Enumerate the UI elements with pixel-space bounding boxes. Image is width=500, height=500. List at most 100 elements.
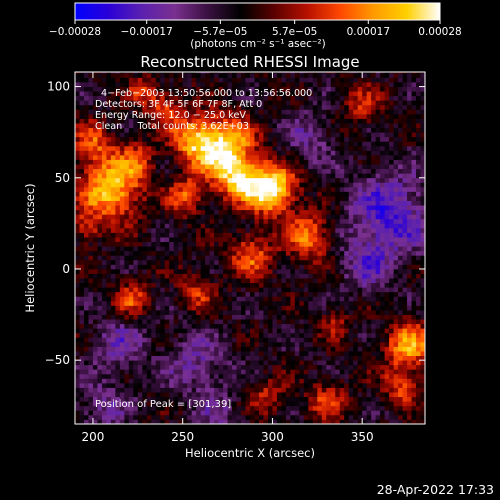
- heatmap-cell: [205, 136, 211, 142]
- heatmap-cell: [146, 346, 152, 352]
- heatmap-cell: [182, 255, 188, 261]
- heatmap-cell: [124, 246, 130, 252]
- heatmap-cell: [276, 241, 282, 247]
- heatmap-cell: [142, 237, 148, 243]
- heatmap-cell: [263, 72, 269, 74]
- heatmap-cell: [83, 113, 89, 119]
- heatmap-cell: [97, 104, 103, 110]
- heatmap-cell: [151, 95, 157, 101]
- heatmap-cell: [205, 205, 211, 211]
- heatmap-cell: [281, 296, 287, 302]
- heatmap-cell: [110, 205, 116, 211]
- heatmap-cell: [294, 237, 300, 243]
- heatmap-cell: [344, 82, 350, 87]
- heatmap-cell: [245, 332, 251, 338]
- heatmap-cell: [236, 141, 242, 147]
- heatmap-cell: [137, 355, 143, 361]
- heatmap-cell: [276, 205, 282, 211]
- heatmap-cell: [106, 378, 112, 384]
- heatmap-cell: [245, 113, 251, 119]
- heatmap-cell: [254, 287, 260, 293]
- heatmap-cell: [223, 273, 228, 279]
- heatmap-cell: [285, 410, 291, 416]
- heatmap-cell: [294, 91, 300, 97]
- heatmap-cell: [312, 410, 318, 416]
- heatmap-cell: [187, 278, 193, 284]
- heatmap-cell: [227, 196, 233, 201]
- heatmap-cell: [258, 264, 264, 270]
- heatmap-cell: [146, 77, 152, 83]
- heatmap-cell: [223, 369, 228, 375]
- heatmap-cell: [232, 132, 237, 138]
- heatmap-cell: [290, 355, 296, 361]
- heatmap-cell: [267, 164, 273, 170]
- heatmap-cell: [267, 72, 273, 74]
- heatmap-cell: [290, 382, 296, 388]
- heatmap-cell: [254, 364, 260, 370]
- heatmap-cell: [128, 268, 134, 274]
- heatmap-cell: [200, 419, 206, 424]
- heatmap-cell: [285, 419, 291, 424]
- heatmap-cell: [285, 273, 291, 279]
- heatmap-cell: [106, 82, 112, 87]
- heatmap-cell: [339, 250, 345, 256]
- heatmap-cell: [357, 328, 363, 334]
- heatmap-cell: [214, 86, 219, 92]
- heatmap-cell: [357, 337, 363, 343]
- heatmap-cell: [254, 405, 260, 411]
- heatmap-cell: [178, 337, 184, 343]
- heatmap-cell: [97, 355, 103, 361]
- heatmap-cell: [241, 209, 246, 215]
- heatmap-cell: [321, 310, 327, 315]
- heatmap-cell: [294, 341, 300, 347]
- heatmap-cell: [178, 346, 184, 352]
- heatmap-cell: [75, 141, 80, 147]
- heatmap-cell: [263, 319, 269, 325]
- heatmap-cell: [191, 218, 197, 224]
- heatmap-cell: [142, 369, 148, 375]
- heatmap-cell: [326, 164, 332, 170]
- heatmap-cell: [164, 250, 170, 256]
- heatmap-cell: [164, 405, 170, 411]
- heatmap-cell: [187, 419, 193, 424]
- heatmap-cell: [209, 392, 215, 398]
- heatmap-cell: [294, 296, 300, 302]
- heatmap-cell: [128, 196, 134, 201]
- heatmap-cell: [164, 246, 170, 252]
- heatmap-cell: [133, 414, 139, 420]
- heatmap-cell: [214, 410, 219, 416]
- heatmap-cell: [83, 77, 89, 83]
- heatmap-cell: [218, 136, 224, 142]
- heatmap-cell: [258, 218, 264, 224]
- heatmap-cell: [115, 241, 121, 247]
- heatmap-cell: [133, 264, 139, 270]
- heatmap-cell: [200, 109, 206, 115]
- heatmap-cell: [232, 196, 237, 201]
- heatmap-cell: [106, 77, 112, 83]
- heatmap-cell: [263, 113, 269, 119]
- heatmap-cell: [178, 278, 184, 284]
- heatmap-cell: [294, 132, 300, 138]
- heatmap-cell: [290, 250, 296, 256]
- heatmap-cell: [335, 150, 341, 156]
- heatmap-cell: [258, 182, 264, 188]
- heatmap-cell: [335, 77, 341, 83]
- heatmap-cell: [155, 287, 161, 293]
- heatmap-cell: [92, 209, 98, 215]
- heatmap-cell: [227, 369, 233, 375]
- heatmap-cell: [227, 314, 233, 320]
- heatmap-cell: [115, 186, 121, 192]
- heatmap-cell: [200, 346, 206, 352]
- heatmap-cell: [160, 241, 166, 247]
- heatmap-cell: [146, 328, 152, 334]
- heatmap-cell: [308, 141, 314, 147]
- heatmap-cell: [348, 109, 354, 115]
- heatmap-cell: [88, 237, 94, 243]
- heatmap-cell: [344, 154, 350, 160]
- heatmap-cell: [101, 173, 107, 179]
- heatmap-cell: [214, 136, 219, 142]
- heatmap-cell: [267, 145, 273, 151]
- heatmap-cell: [178, 250, 184, 256]
- heatmap-cell: [160, 113, 166, 119]
- heatmap-cell: [290, 414, 296, 420]
